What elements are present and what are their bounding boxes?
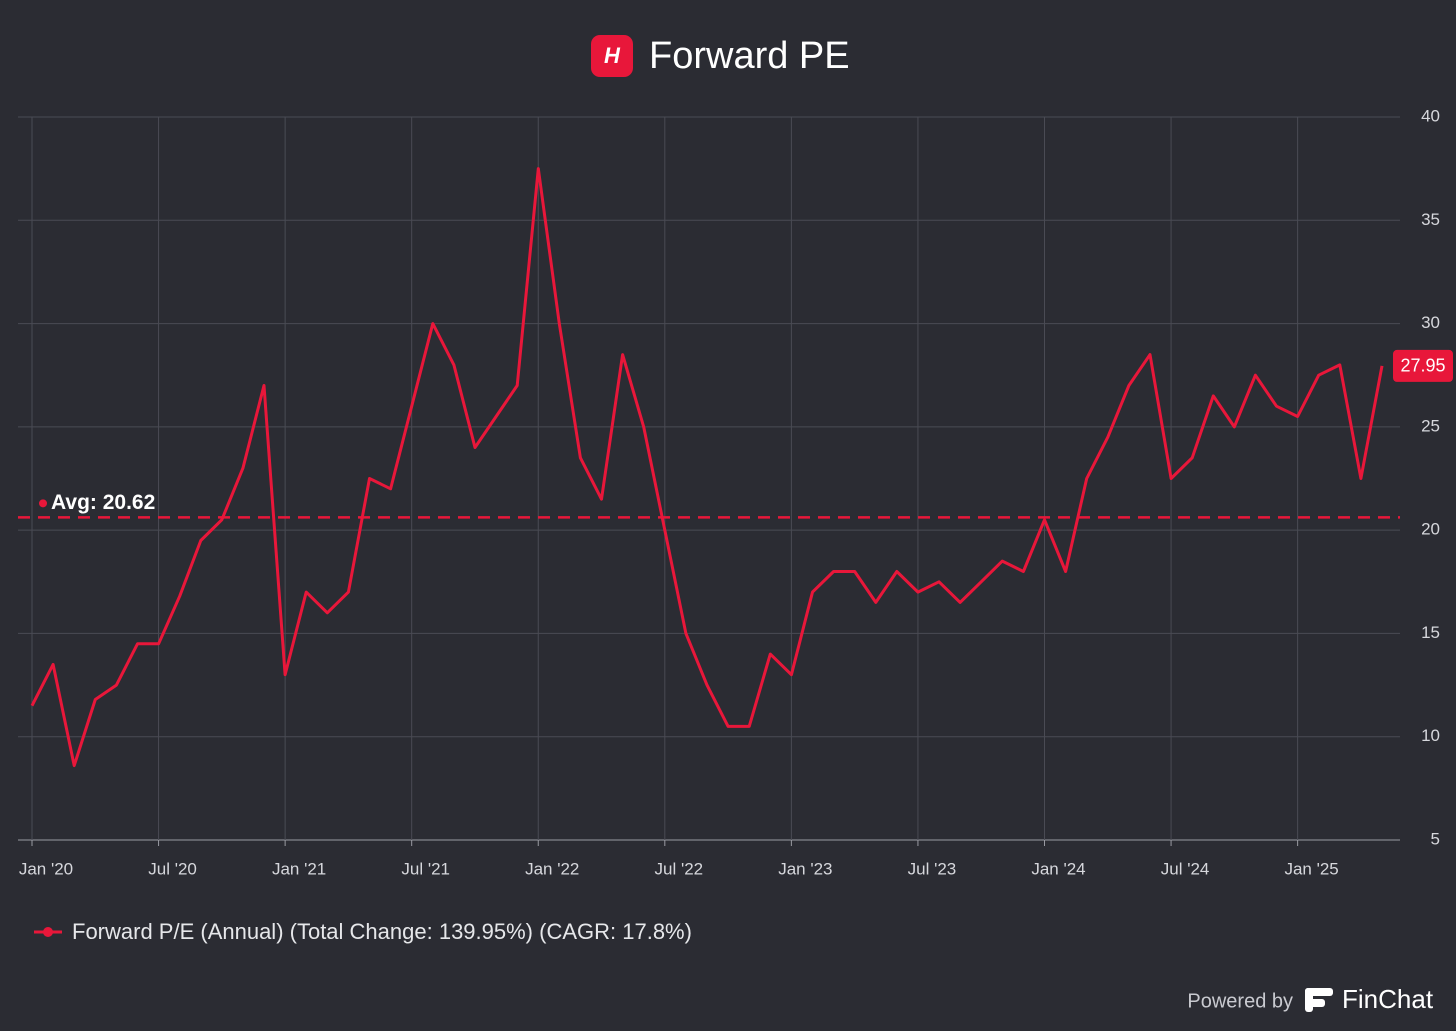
y-tick-label: 25 <box>1421 416 1440 435</box>
series-line <box>30 167 1384 768</box>
logo-badge <box>591 35 633 77</box>
logo-text: H <box>604 43 621 68</box>
x-tick-label: Jul '21 <box>401 859 450 878</box>
y-tick-label: 30 <box>1421 313 1440 332</box>
y-tick-label: 5 <box>1431 829 1440 848</box>
x-tick-label: Jan '25 <box>1284 859 1338 878</box>
x-tick-label: Jan '23 <box>778 859 832 878</box>
y-tick-label: 40 <box>1421 106 1440 125</box>
x-tick-label: Jul '23 <box>908 859 957 878</box>
powered-by: Powered by <box>1187 990 1293 1012</box>
x-tick-label: Jan '20 <box>19 859 73 878</box>
x-tick-label: Jan '21 <box>272 859 326 878</box>
y-tick-label: 15 <box>1421 623 1440 642</box>
x-tick-label: Jan '24 <box>1031 859 1085 878</box>
x-tick-label: Jul '20 <box>148 859 197 878</box>
y-tick-label: 35 <box>1421 210 1440 229</box>
x-tick-label: Jul '22 <box>655 859 704 878</box>
legend-label: Forward P/E (Annual) (Total Change: 139.… <box>72 919 692 944</box>
last-value-badge <box>1393 349 1453 382</box>
y-tick-label: 20 <box>1421 520 1440 539</box>
brand-icon <box>1305 988 1333 1012</box>
chart-title: Forward PE <box>649 35 850 77</box>
x-tick-label: Jan '22 <box>525 859 579 878</box>
legend-dot <box>43 927 53 937</box>
average-label: Avg: 20.62 <box>51 491 155 514</box>
brand: FinChat <box>1342 984 1434 1014</box>
last-value-label: 27.95 <box>1400 356 1445 376</box>
y-tick-label: 10 <box>1421 726 1440 745</box>
x-tick-label: Jul '24 <box>1161 859 1210 878</box>
average-dot <box>39 499 47 508</box>
